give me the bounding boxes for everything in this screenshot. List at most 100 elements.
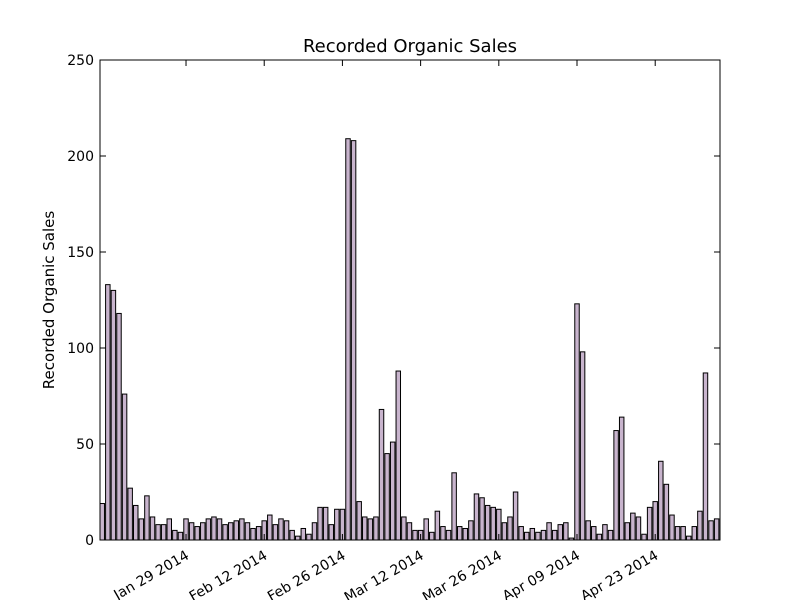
bar [479,497,485,541]
x-tick-label: Apr 09 2014 [500,548,583,600]
bar [440,526,446,541]
bar [501,522,508,541]
plot-frame [99,59,721,541]
bar [188,522,195,541]
bar [121,393,128,541]
bar [99,503,105,541]
x-tick-label: Jan 29 2014 [110,548,192,600]
bar [630,512,636,541]
bar [211,516,217,541]
bar [535,531,541,541]
bar [557,524,563,541]
bar [473,493,480,541]
x-tick-label: Mar 26 2014 [420,548,505,600]
y-axis-title: Recorded Organic Sales [40,211,58,390]
y-tick-label: 200 [67,149,94,165]
bar [663,483,670,541]
bar [702,372,709,541]
bar [222,524,228,541]
bar [574,303,580,541]
x-tick-label: Feb 26 2014 [265,548,349,600]
bar [512,491,519,541]
bar [551,529,558,541]
bar [524,531,530,541]
bar [250,527,256,541]
bar [389,441,396,541]
bar [110,289,117,541]
bar [563,522,569,541]
bar [585,520,591,541]
bar [328,524,334,541]
bar [116,312,122,541]
bar [272,524,279,541]
bar [613,430,619,541]
bar [691,526,698,541]
bar [713,518,720,541]
bar [356,501,362,541]
bar [658,460,664,541]
bar [401,516,407,541]
bar [205,518,212,541]
x-tick-label: Feb 12 2014 [187,548,271,600]
bar [278,518,284,541]
bar [635,516,642,541]
bar [412,529,418,541]
bar [300,527,307,541]
bar [462,527,469,541]
bar [138,518,145,541]
bar [451,472,457,541]
bar [255,526,262,541]
bar [490,506,496,541]
bar [311,522,318,541]
bar [529,527,536,541]
bar [406,522,413,541]
bar [429,531,435,541]
y-tick-label: 100 [67,341,94,357]
bar [591,526,597,541]
bar [322,506,329,541]
bar [674,526,681,541]
bar [378,408,385,541]
bar [596,533,603,541]
bar [200,522,206,541]
bar [540,529,547,541]
bar [669,514,675,541]
bar [144,495,150,541]
bar [618,416,625,541]
bar [160,524,167,541]
bar [641,533,647,541]
bar [155,524,161,541]
bar [244,522,251,541]
bar [607,529,614,541]
bar [166,518,172,541]
bar [434,510,441,541]
bar [685,535,692,541]
bar [507,516,513,541]
bar [350,140,357,541]
bar [334,508,340,541]
bar [367,518,374,541]
x-tick-label: Apr 23 2014 [578,548,661,600]
y-tick-label: 250 [67,53,94,69]
bar [680,526,686,541]
bar [177,531,184,541]
y-tick-label: 150 [67,245,94,261]
bar [216,518,223,541]
bar [172,529,178,541]
bar [423,518,429,541]
bar [127,487,133,541]
bar [602,524,608,541]
bar [373,516,379,541]
bar [345,138,351,541]
bar [445,529,452,541]
chart-title: Recorded Organic Sales [303,36,517,57]
bar [395,370,402,541]
bar [227,522,234,541]
bar [283,520,290,541]
bar [295,535,301,541]
y-tick-label: 50 [76,437,94,453]
bar [518,526,524,541]
bar [105,284,111,541]
bar [697,510,703,541]
bar [708,520,714,541]
